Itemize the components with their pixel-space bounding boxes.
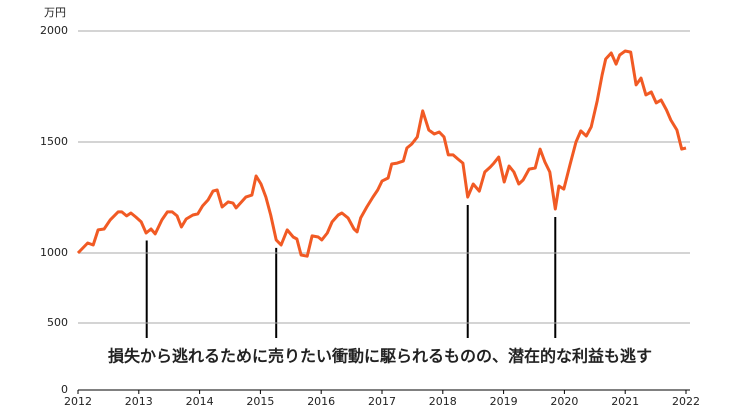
x-tick-label: 2021: [611, 395, 639, 408]
x-tick-label: 2012: [64, 395, 92, 408]
x-tick-label: 2022: [672, 395, 700, 408]
y-tick-label: 0: [61, 383, 68, 396]
line: [76, 49, 687, 258]
x-tick-label: 2017: [368, 395, 396, 408]
y-unit: 万円: [44, 6, 66, 19]
y-tick-label: 1500: [40, 135, 68, 148]
x-tick-label: 2016: [307, 395, 335, 408]
x-tick-label: 2020: [550, 395, 578, 408]
x-tick-label: 2013: [125, 395, 153, 408]
x-tick-label: 2018: [429, 395, 457, 408]
caption-bg: [70, 344, 690, 370]
x-tick-label: 2015: [246, 395, 274, 408]
y-tick-label: 2000: [40, 24, 68, 37]
x-tick-label: 2019: [490, 395, 518, 408]
y-tick-label: 1000: [40, 246, 68, 259]
annotation: 損失から逃れるために売りたい衝動に駆られるものの、潜在的な利益も逃す: [108, 347, 652, 366]
x-tick-label: 2014: [186, 395, 214, 408]
y-tick-label: 500: [47, 316, 68, 329]
